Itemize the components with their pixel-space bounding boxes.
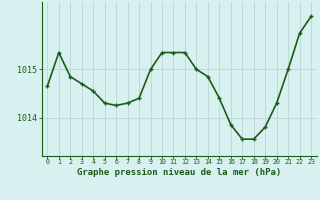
X-axis label: Graphe pression niveau de la mer (hPa): Graphe pression niveau de la mer (hPa) — [77, 168, 281, 177]
